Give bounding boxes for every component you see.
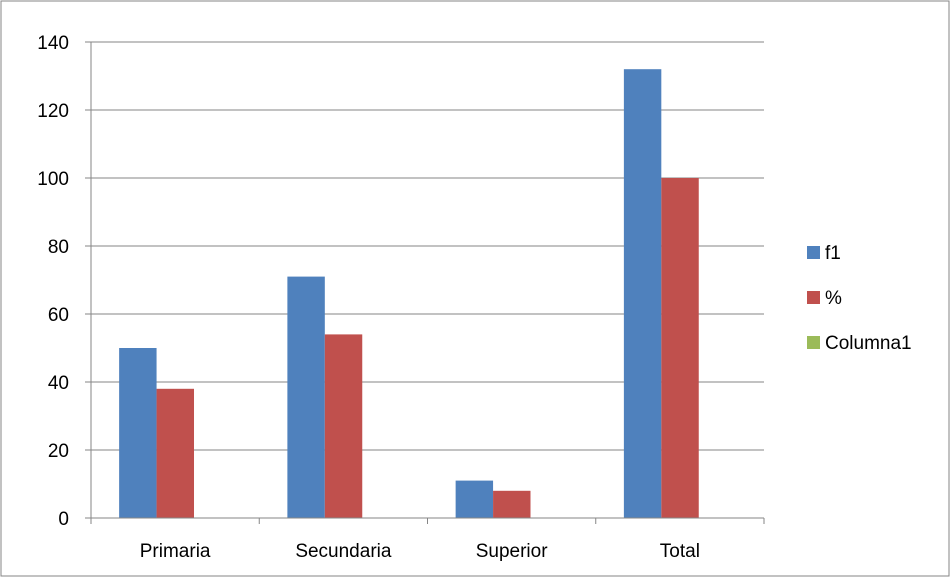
x-tick-label: Secundaria (295, 541, 392, 562)
legend-swatch (807, 291, 820, 304)
y-tick-label: 40 (48, 373, 69, 394)
legend-swatch (807, 246, 820, 259)
x-tick-label: Superior (476, 541, 548, 562)
y-tick-label: 120 (37, 101, 69, 122)
y-tick-label: 60 (48, 305, 69, 326)
y-tick-label: 140 (37, 33, 69, 54)
bar (156, 388, 195, 518)
bar (493, 490, 531, 518)
y-tick-label: 80 (48, 237, 69, 258)
x-tick-label: Total (660, 541, 700, 562)
y-tick-label: 100 (37, 169, 69, 190)
x-tick-label: Primaria (140, 541, 211, 562)
bars (119, 69, 699, 518)
legend-swatch (807, 336, 820, 349)
legend-label: Columna1 (825, 333, 912, 354)
bar (324, 334, 363, 518)
bar (287, 276, 325, 518)
legend: f1% Columna1 (807, 243, 912, 354)
bar (119, 348, 157, 518)
legend-label: % (825, 288, 842, 309)
y-tick-label: 20 (48, 441, 69, 462)
axes: 0 20 40 60 80 100 120 140 Primaria Secundaria Supe… (37, 33, 765, 562)
bar (661, 178, 699, 518)
y-tick-label: 0 (58, 509, 69, 530)
legend-label: f1 (825, 243, 841, 264)
bar (623, 69, 662, 518)
bar (455, 480, 494, 518)
